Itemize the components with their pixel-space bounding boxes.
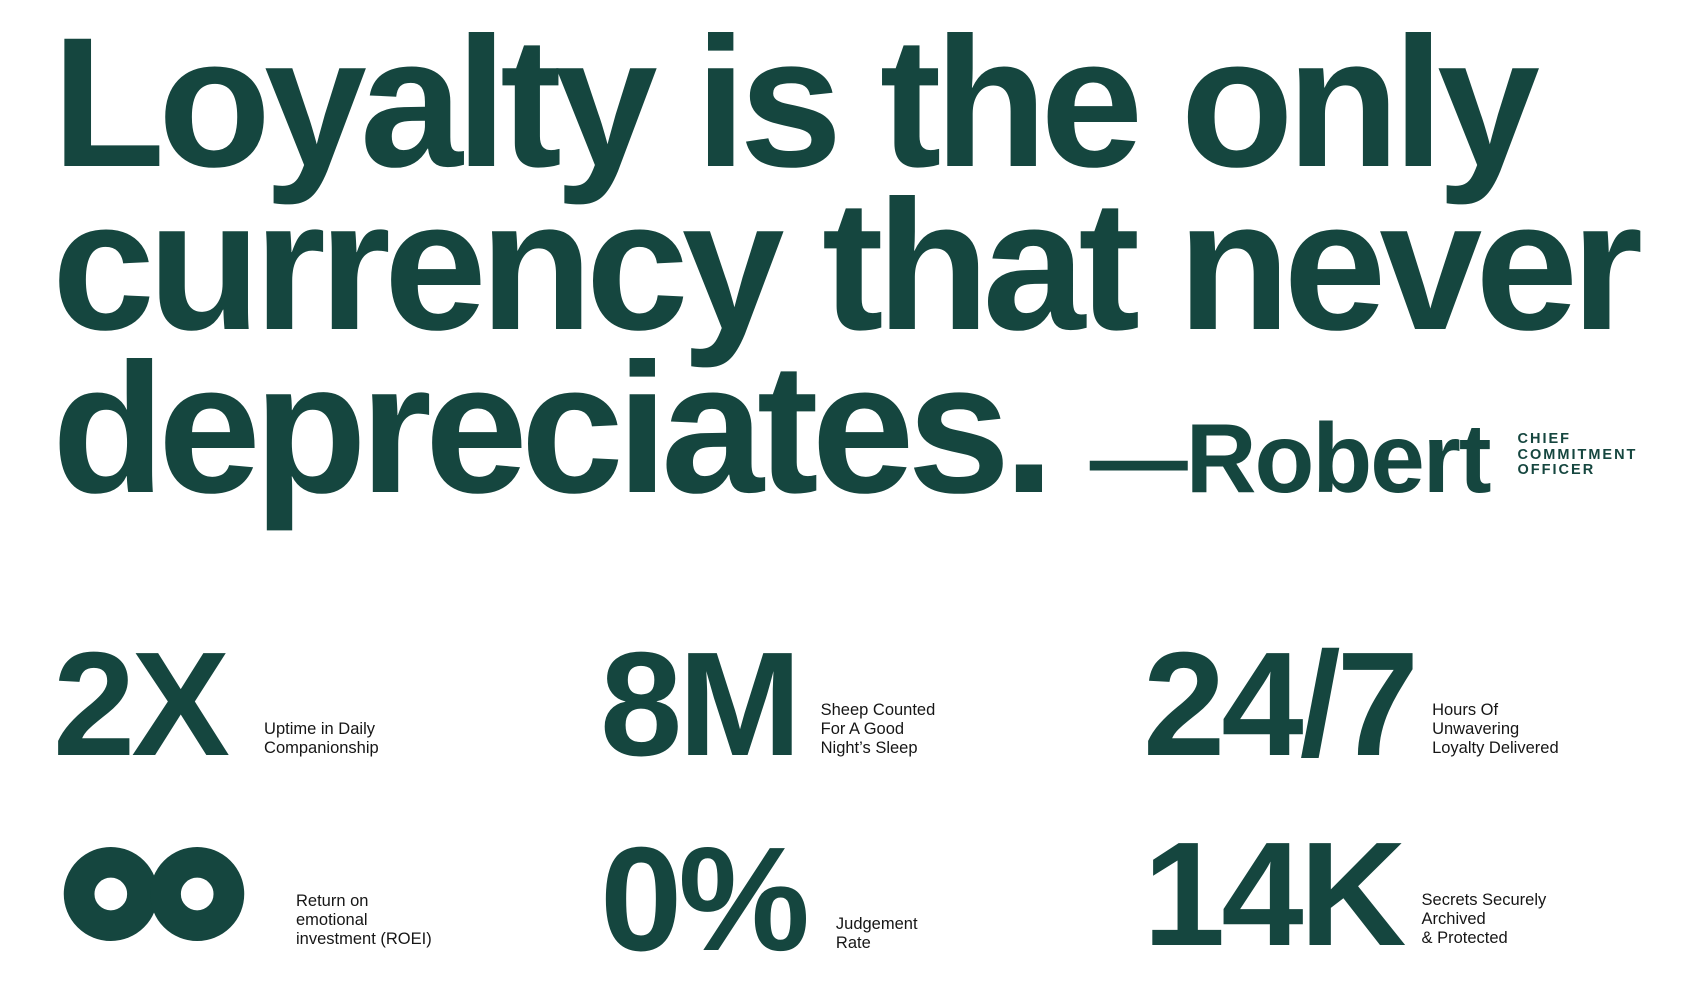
attribution-name: Robert <box>1185 403 1492 513</box>
stat-label: Hours Of Unwavering Loyalty Delivered <box>1432 701 1559 757</box>
stat-roei: Return on emotional investment (ROEI) <box>58 845 432 951</box>
attribution-dash: — <box>1089 403 1188 513</box>
stat-label: Uptime in Daily Companionship <box>264 720 379 757</box>
stat-secrets-archived: 14K Secrets Securely Archived & Protecte… <box>1143 812 1547 977</box>
stat-value: 14K <box>1143 812 1407 977</box>
stat-value: 24/7 <box>1143 622 1419 787</box>
headline-line-3: depreciates. — Robert CHIEF COMMITMENT OF… <box>52 326 1638 540</box>
stat-sheep-counted: 8M Sheep Counted For A Good Night’s Slee… <box>600 622 936 787</box>
attribution-title: CHIEF COMMITMENT OFFICER <box>1517 431 1638 478</box>
headline-line-3-text: depreciates. <box>52 326 1055 532</box>
headline-line-1: Loyalty is the only <box>52 0 1540 206</box>
attribution: — Robert <box>1089 377 1492 540</box>
infinity-icon <box>63 846 245 942</box>
stat-judgement-rate: 0% Judgement Rate <box>600 817 918 982</box>
stat-label: Sheep Counted For A Good Night’s Sleep <box>820 701 936 757</box>
stat-uptime: 2X Uptime in Daily Companionship <box>53 622 379 787</box>
stat-hours-loyalty: 24/7 Hours Of Unwavering Loyalty Deliver… <box>1143 622 1559 787</box>
stat-value: 8M <box>600 622 802 787</box>
stat-label: Secrets Securely Archived & Protected <box>1421 891 1547 947</box>
headline-line-2: currency that never <box>52 163 1643 369</box>
stat-value: 0% <box>600 817 810 982</box>
stat-label: Return on emotional investment (ROEI) <box>296 892 432 948</box>
stat-label: Judgement Rate <box>835 915 918 952</box>
headline: Loyalty is the only currency that never … <box>52 0 1643 540</box>
stat-value: 2X <box>53 622 230 787</box>
